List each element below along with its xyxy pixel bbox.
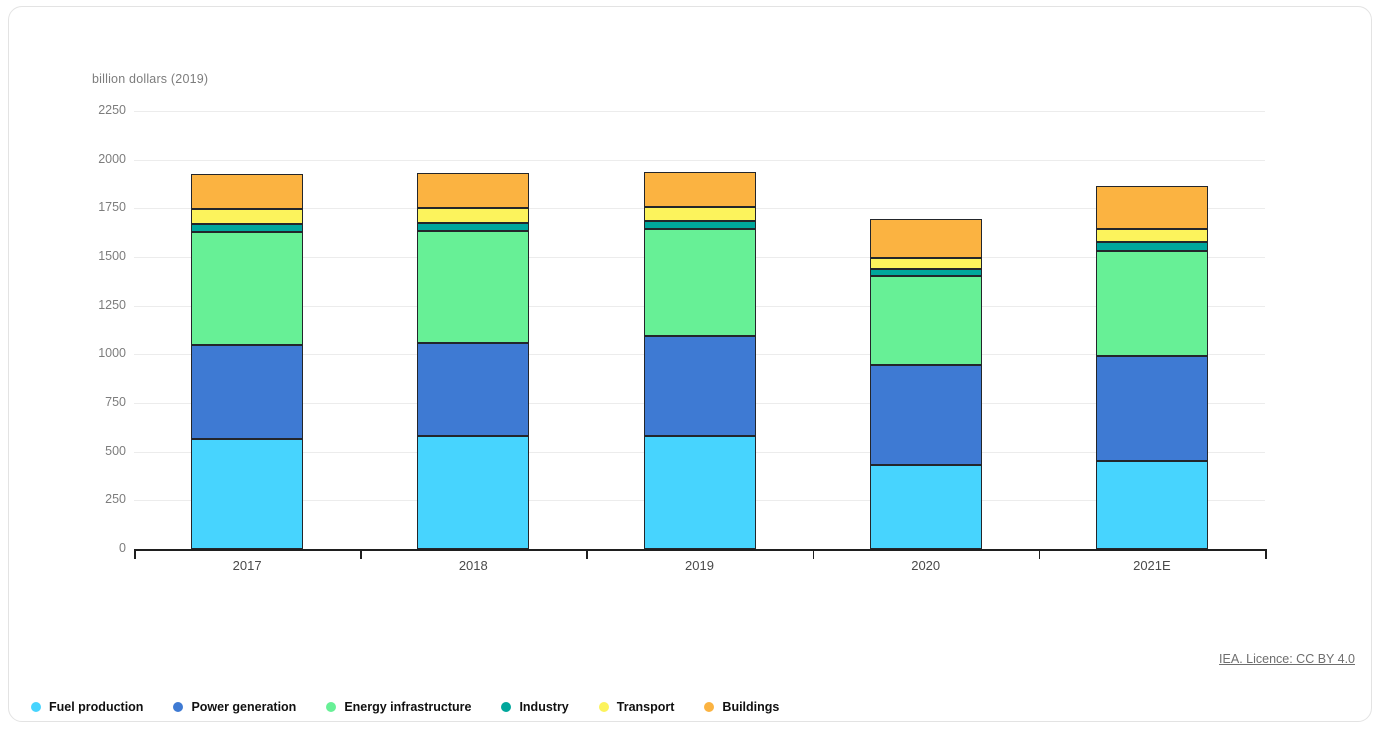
x-axis-tick xyxy=(1265,549,1267,559)
bar-segment-2020-fuel-production[interactable] xyxy=(869,464,982,549)
x-axis-label-2019: 2019 xyxy=(685,558,714,573)
legend-swatch-icon xyxy=(173,702,184,712)
bar-segment-2018-fuel-production[interactable] xyxy=(417,436,530,549)
licence-link[interactable]: IEA. Licence: CC BY 4.0 xyxy=(1219,652,1355,666)
legend-item-fuel-production[interactable]: Fuel production xyxy=(31,700,143,714)
y-tick-label-1500: 1500 xyxy=(98,249,126,263)
bar-segment-2017-power-generation[interactable] xyxy=(191,344,304,439)
legend-swatch-icon xyxy=(31,702,41,712)
legend-label: Industry xyxy=(519,700,569,714)
x-axis-tick xyxy=(360,549,362,559)
y-tick-label-500: 500 xyxy=(105,443,126,458)
bar-segment-2018-transport[interactable] xyxy=(417,207,530,223)
bar-segment-2019-power-generation[interactable] xyxy=(643,336,756,437)
bar-segment-2021e-power-generation[interactable] xyxy=(1095,356,1208,461)
y-tick-label-750: 750 xyxy=(105,395,126,409)
y-tick-label-2250: 2250 xyxy=(98,103,126,117)
y-tick-label-1000: 1000 xyxy=(98,346,126,361)
bar-segment-2021e-fuel-production[interactable] xyxy=(1095,460,1208,549)
y-tick-label-1750: 1750 xyxy=(98,200,126,215)
bar-segment-2017-buildings[interactable] xyxy=(191,173,304,209)
legend-label: Power generation xyxy=(191,700,297,714)
bar-segment-2019-industry[interactable] xyxy=(643,220,756,229)
bar-segment-2018-power-generation[interactable] xyxy=(417,342,530,437)
bar-segment-2020-transport[interactable] xyxy=(869,257,982,269)
bar-segment-2019-fuel-production[interactable] xyxy=(643,436,756,549)
x-axis-tick xyxy=(1038,549,1041,559)
bar-segment-2017-industry[interactable] xyxy=(191,223,304,232)
bar-segment-2019-transport[interactable] xyxy=(643,207,756,221)
legend-item-power-generation[interactable]: Power generation xyxy=(173,700,296,714)
bar-segment-2020-buildings[interactable] xyxy=(869,219,982,258)
legend-label: Energy infrastructure xyxy=(344,700,472,714)
bar-segment-2021e-buildings[interactable] xyxy=(1095,185,1208,230)
bar-segment-2019-buildings[interactable] xyxy=(643,171,756,208)
bar-segment-2017-energy-infrastructure[interactable] xyxy=(191,231,304,345)
legend-label: Transport xyxy=(616,700,675,714)
x-axis-tick xyxy=(812,549,815,559)
x-axis-label-2020: 2020 xyxy=(911,558,941,573)
legend-item-energy-infrastructure[interactable]: Energy infrastructure xyxy=(326,700,471,714)
legend: Fuel production Power generation Energy in… xyxy=(31,700,779,714)
x-axis-line xyxy=(134,549,1265,551)
bar-segment-2017-fuel-production[interactable] xyxy=(191,439,304,549)
gridline-2000 xyxy=(134,159,1265,161)
x-axis-tick xyxy=(586,549,588,559)
bar-segment-2017-transport[interactable] xyxy=(191,208,304,224)
bar-segment-2018-industry[interactable] xyxy=(417,222,530,231)
bar-segment-2018-energy-infrastructure[interactable] xyxy=(417,230,530,343)
y-tick-label-0: 0 xyxy=(119,541,126,555)
y-axis-unit-label: billion dollars (2019) xyxy=(92,72,209,86)
legend-item-buildings[interactable]: Buildings xyxy=(704,700,779,714)
gridline-2250 xyxy=(134,111,1265,112)
x-axis-label-2018: 2018 xyxy=(458,558,488,573)
bar-segment-2019-energy-infrastructure[interactable] xyxy=(643,228,756,337)
y-tick-label-250: 250 xyxy=(105,492,126,507)
legend-item-industry[interactable]: Industry xyxy=(501,700,569,714)
bar-segment-2021e-transport[interactable] xyxy=(1095,229,1208,242)
legend-swatch-icon xyxy=(501,702,512,712)
legend-swatch-icon xyxy=(326,702,337,712)
y-tick-label-1250: 1250 xyxy=(98,297,126,312)
legend-item-transport[interactable]: Transport xyxy=(598,700,675,714)
y-tick-label-2000: 2000 xyxy=(98,151,126,166)
bar-segment-2018-buildings[interactable] xyxy=(417,172,530,208)
legend-label: Buildings xyxy=(722,700,780,714)
bar-segment-2020-industry[interactable] xyxy=(869,268,982,276)
bar-segment-2021e-industry[interactable] xyxy=(1095,242,1208,251)
bar-segment-2020-power-generation[interactable] xyxy=(869,364,982,465)
x-axis-label-2017: 2017 xyxy=(232,558,262,573)
bar-segment-2021e-energy-infrastructure[interactable] xyxy=(1095,250,1208,357)
legend-swatch-icon xyxy=(704,702,715,712)
chart-card: billion dollars (2019) 0 250 500 750 1000 125… xyxy=(8,6,1372,722)
x-axis-tick xyxy=(134,549,136,559)
bar-segment-2020-energy-infrastructure[interactable] xyxy=(869,275,982,365)
legend-label: Fuel production xyxy=(49,700,144,714)
x-axis-label-2021e: 2021E xyxy=(1133,558,1171,573)
legend-swatch-icon xyxy=(598,702,609,712)
